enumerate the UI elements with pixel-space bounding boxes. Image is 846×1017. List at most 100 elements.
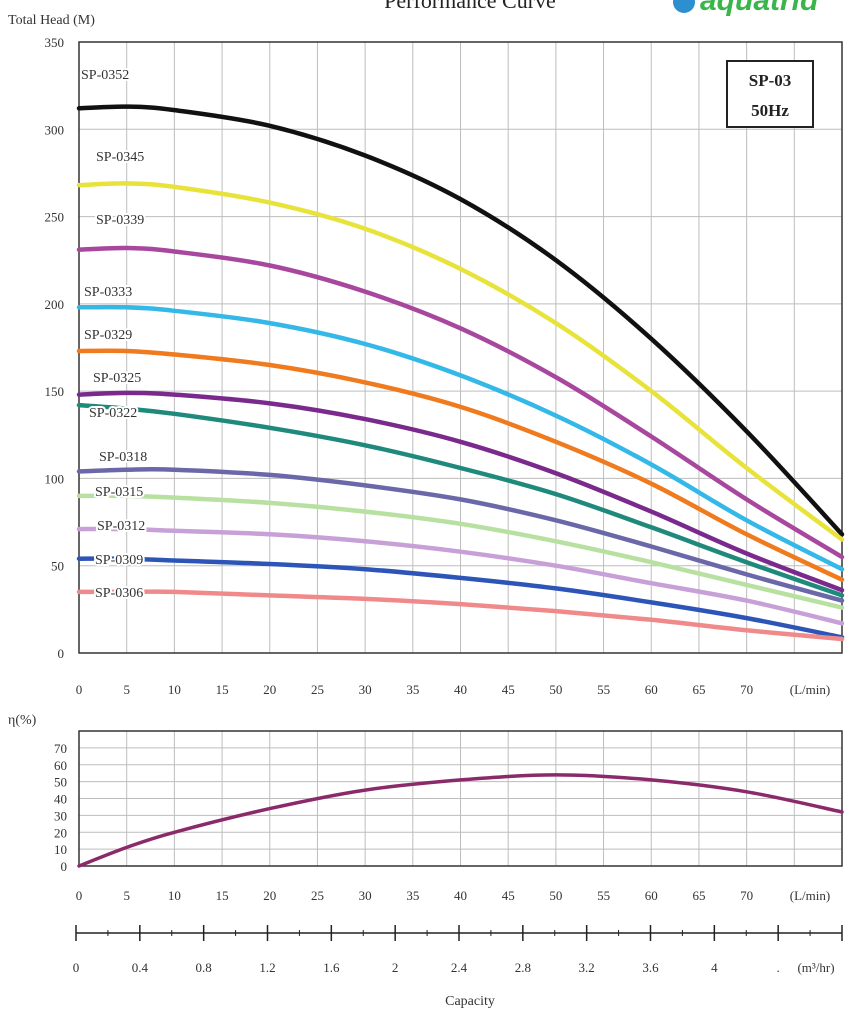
efficiency-x-unit: (L/min) [790, 888, 830, 903]
efficiency-y-tick-label: 10 [54, 842, 67, 857]
efficiency-y-tick-label: 20 [54, 825, 67, 840]
head-x-tick-label: 20 [263, 682, 276, 697]
head-y-tick-label: 100 [45, 471, 65, 486]
head-curve-sp-0315 [76, 493, 845, 610]
capacity-m3hr-tick-label: 4 [711, 960, 718, 975]
head-y-tick-label: 50 [51, 559, 64, 574]
head-curve-sp-0312 [76, 526, 845, 626]
head-curve-sp-0318 [76, 466, 845, 603]
capacity-m3hr-tick-label: 2.8 [515, 960, 531, 975]
efficiency-x-tick-label: 60 [645, 888, 658, 903]
head-x-unit: (L/min) [790, 682, 830, 697]
head-curves [76, 104, 845, 642]
model-box: SP-03 50Hz [726, 60, 814, 128]
head-curve-sp-0339 [76, 245, 845, 560]
chart-title: Performance Curve [384, 0, 556, 13]
head-curve-label: SP-0339 [96, 213, 144, 228]
head-x-tick-label: 10 [168, 682, 181, 697]
capacity-m3hr-tick-label: 0.8 [196, 960, 212, 975]
head-x-tick-label: 30 [359, 682, 372, 697]
efficiency-x-tick-label: 70 [740, 888, 753, 903]
efficiency-curve [77, 773, 844, 868]
capacity-m3hr-unit: (m³/hr) [797, 960, 834, 975]
head-x-tick-label: 55 [597, 682, 610, 697]
capacity-m3hr-tick-label: 0.4 [132, 960, 149, 975]
efficiency-y-tick-label: 40 [54, 792, 67, 807]
head-x-tick-label: 45 [502, 682, 515, 697]
head-curve-label: SP-0306 [95, 586, 143, 601]
head-curve-sp-0325 [76, 390, 845, 593]
head-curve-sp-0329 [76, 348, 845, 582]
capacity-m3hr-tick-label: 3.2 [579, 960, 595, 975]
head-curve-sp-0333 [76, 304, 845, 572]
efficiency-y-tick-label: 30 [54, 808, 67, 823]
head-curve-sp-0309 [76, 556, 845, 640]
brand-logo: aquatrid [673, 0, 819, 17]
head-y-tick-label: 0 [58, 646, 65, 661]
model-box-series: SP-03 [749, 71, 792, 90]
head-x-tick-label: 25 [311, 682, 324, 697]
head-curve-label: SP-0318 [99, 450, 147, 465]
efficiency-y-tick-label: 60 [54, 758, 67, 773]
efficiency-y-tick-label: 50 [54, 775, 67, 790]
head-curve-labels: SP-0352 SP-0345 SP-0339 SP-0333 SP-0329 SP-03… [79, 66, 149, 603]
brand-name: aquatrid [700, 0, 819, 17]
capacity-xlabel: Capacity [445, 994, 495, 1009]
efficiency-ylabel: η(%) [8, 713, 37, 728]
head-y-tick-label: 250 [45, 210, 65, 225]
head-y-tick-label: 150 [45, 384, 65, 399]
efficiency-grid [79, 731, 842, 866]
efficiency-plot-frame [78, 730, 843, 867]
model-box-frame [726, 60, 814, 128]
head-curve-label: SP-0312 [97, 519, 145, 534]
capacity-m3hr-tick-label: 1.6 [323, 960, 340, 975]
efficiency-x-tick-label: 20 [263, 888, 276, 903]
efficiency-x-tick-label: 15 [216, 888, 229, 903]
head-curve-sp-0306 [76, 589, 845, 642]
head-curve-label: SP-0329 [84, 328, 132, 343]
head-axes: 0 5 10 15 20 25 30 35 40 45 50 55 60 65 70 (L/min) 0 50 10… [45, 35, 843, 697]
efficiency-curve-line [77, 773, 844, 868]
efficiency-x-tick-label: 45 [502, 888, 515, 903]
capacity-m3hr-axis: 0 0.4 0.8 1.2 1.6 2 2.4 2.8 3.2 3.6 4. (m³/hr) [73, 925, 843, 975]
head-x-tick-label: 50 [549, 682, 562, 697]
water-drop-icon [673, 0, 695, 13]
head-x-tick-label: 70 [740, 682, 753, 697]
capacity-m3hr-tick-label: . [777, 960, 780, 975]
efficiency-x-tick-label: 65 [692, 888, 705, 903]
efficiency-x-tick-label: 40 [454, 888, 467, 903]
efficiency-y-tick-label: 70 [54, 741, 67, 756]
head-y-tick-label: 300 [45, 122, 65, 137]
head-x-tick-label: 60 [645, 682, 658, 697]
head-curve-label: SP-0345 [96, 150, 144, 165]
efficiency-x-tick-label: 5 [123, 888, 130, 903]
head-x-tick-label: 65 [692, 682, 705, 697]
head-curve-label: SP-0315 [95, 485, 143, 500]
head-curve-sp-0345 [76, 181, 845, 542]
head-curve-label: SP-0333 [84, 285, 132, 300]
model-box-frequency: 50Hz [751, 101, 789, 120]
head-y-tick-label: 200 [45, 297, 65, 312]
head-curve-label: SP-0322 [89, 406, 137, 421]
efficiency-x-tick-label: 10 [168, 888, 181, 903]
head-curve-sp-0322 [76, 402, 845, 598]
head-curve-sp-0352 [76, 104, 845, 537]
capacity-m3hr-tick-label: 3.6 [642, 960, 659, 975]
head-curve-label: SP-0325 [93, 371, 141, 386]
head-curve-label: SP-0309 [95, 553, 143, 568]
capacity-m3hr-tick-label: 2.4 [451, 960, 468, 975]
head-x-tick-label: 5 [123, 682, 130, 697]
head-x-tick-label: 35 [406, 682, 419, 697]
head-y-tick-label: 350 [45, 35, 65, 50]
capacity-m3hr-tick-label: 2 [392, 960, 399, 975]
head-ylabel: Total Head (M) [8, 13, 95, 28]
efficiency-x-tick-label: 50 [549, 888, 562, 903]
efficiency-x-tick-label: 30 [359, 888, 372, 903]
capacity-m3hr-tick-label: 1.2 [259, 960, 275, 975]
head-plot-frame [78, 41, 843, 654]
efficiency-x-tick-label: 35 [406, 888, 419, 903]
head-curve-label: SP-0352 [81, 68, 129, 83]
head-x-tick-label: 40 [454, 682, 467, 697]
